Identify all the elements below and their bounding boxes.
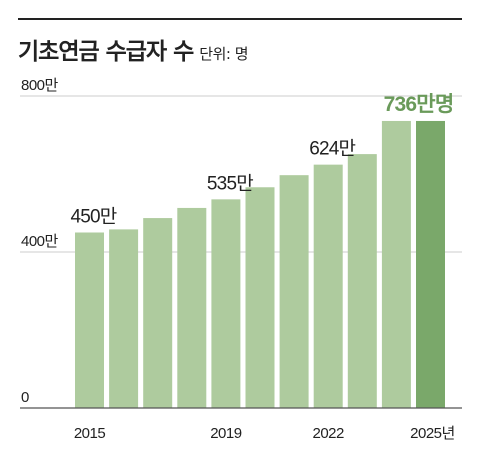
value-label: 535만 <box>207 172 253 194</box>
bar <box>177 207 207 408</box>
y-tick-label: 400만 <box>21 233 59 250</box>
x-tick-label: 2019 <box>210 425 242 442</box>
value-label: 450만 <box>71 206 117 228</box>
bar <box>381 120 411 409</box>
bar <box>211 199 241 408</box>
x-tick-label: 2015 <box>74 425 106 442</box>
bar <box>279 175 309 408</box>
x-tick-label: 2025년 <box>410 425 455 442</box>
bar <box>245 187 275 408</box>
top-rule <box>18 18 462 20</box>
value-label: 736만명 <box>384 93 454 116</box>
x-tick-label: 2022 <box>313 425 345 442</box>
bar <box>75 232 104 408</box>
y-tick-label: 800만 <box>21 77 59 94</box>
chart-title: 기초연금 수급자 수 단위: 명 <box>18 32 249 66</box>
bar <box>416 120 445 409</box>
bar <box>143 218 173 408</box>
y-tick-label: 0 <box>21 389 29 406</box>
chart-title-text: 기초연금 수급자 수 <box>18 39 194 65</box>
bar <box>313 164 343 408</box>
bar <box>347 154 377 408</box>
bar <box>109 229 139 408</box>
value-label: 624만 <box>309 138 355 160</box>
unit-label: 단위: 명 <box>199 45 249 63</box>
